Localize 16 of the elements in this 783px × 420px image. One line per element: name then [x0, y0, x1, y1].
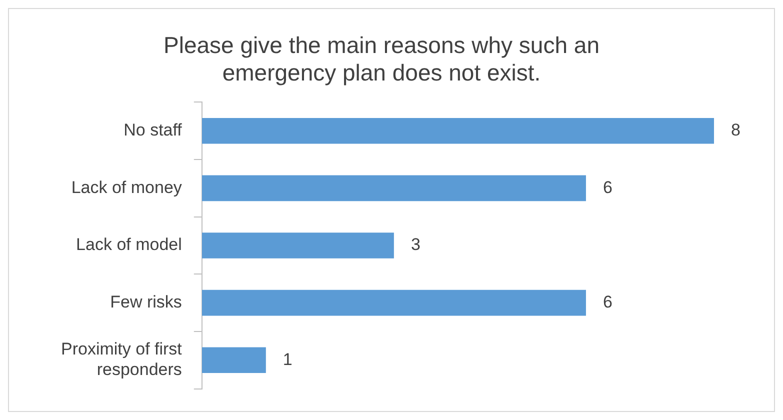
bar: [202, 175, 586, 202]
data-label: 1: [282, 350, 292, 369]
y-tick-label: Lack of money: [71, 178, 182, 197]
bar: [202, 347, 266, 374]
y-tick-label: No staff: [124, 120, 182, 140]
bar: [202, 232, 394, 258]
data-label: 6: [602, 178, 612, 197]
y-tick-label: Proximity of first responders: [60, 340, 182, 380]
chart-title: Please give the main reasons why such an emergency plan does not exist.: [164, 32, 600, 86]
data-label: 8: [731, 120, 740, 140]
y-tick-label: Lack of model: [76, 235, 182, 254]
y-tick-label: Few risks: [110, 292, 182, 312]
bar: [202, 118, 714, 144]
data-label: 3: [410, 235, 420, 254]
data-label: 6: [602, 292, 612, 312]
bar: [202, 290, 586, 316]
